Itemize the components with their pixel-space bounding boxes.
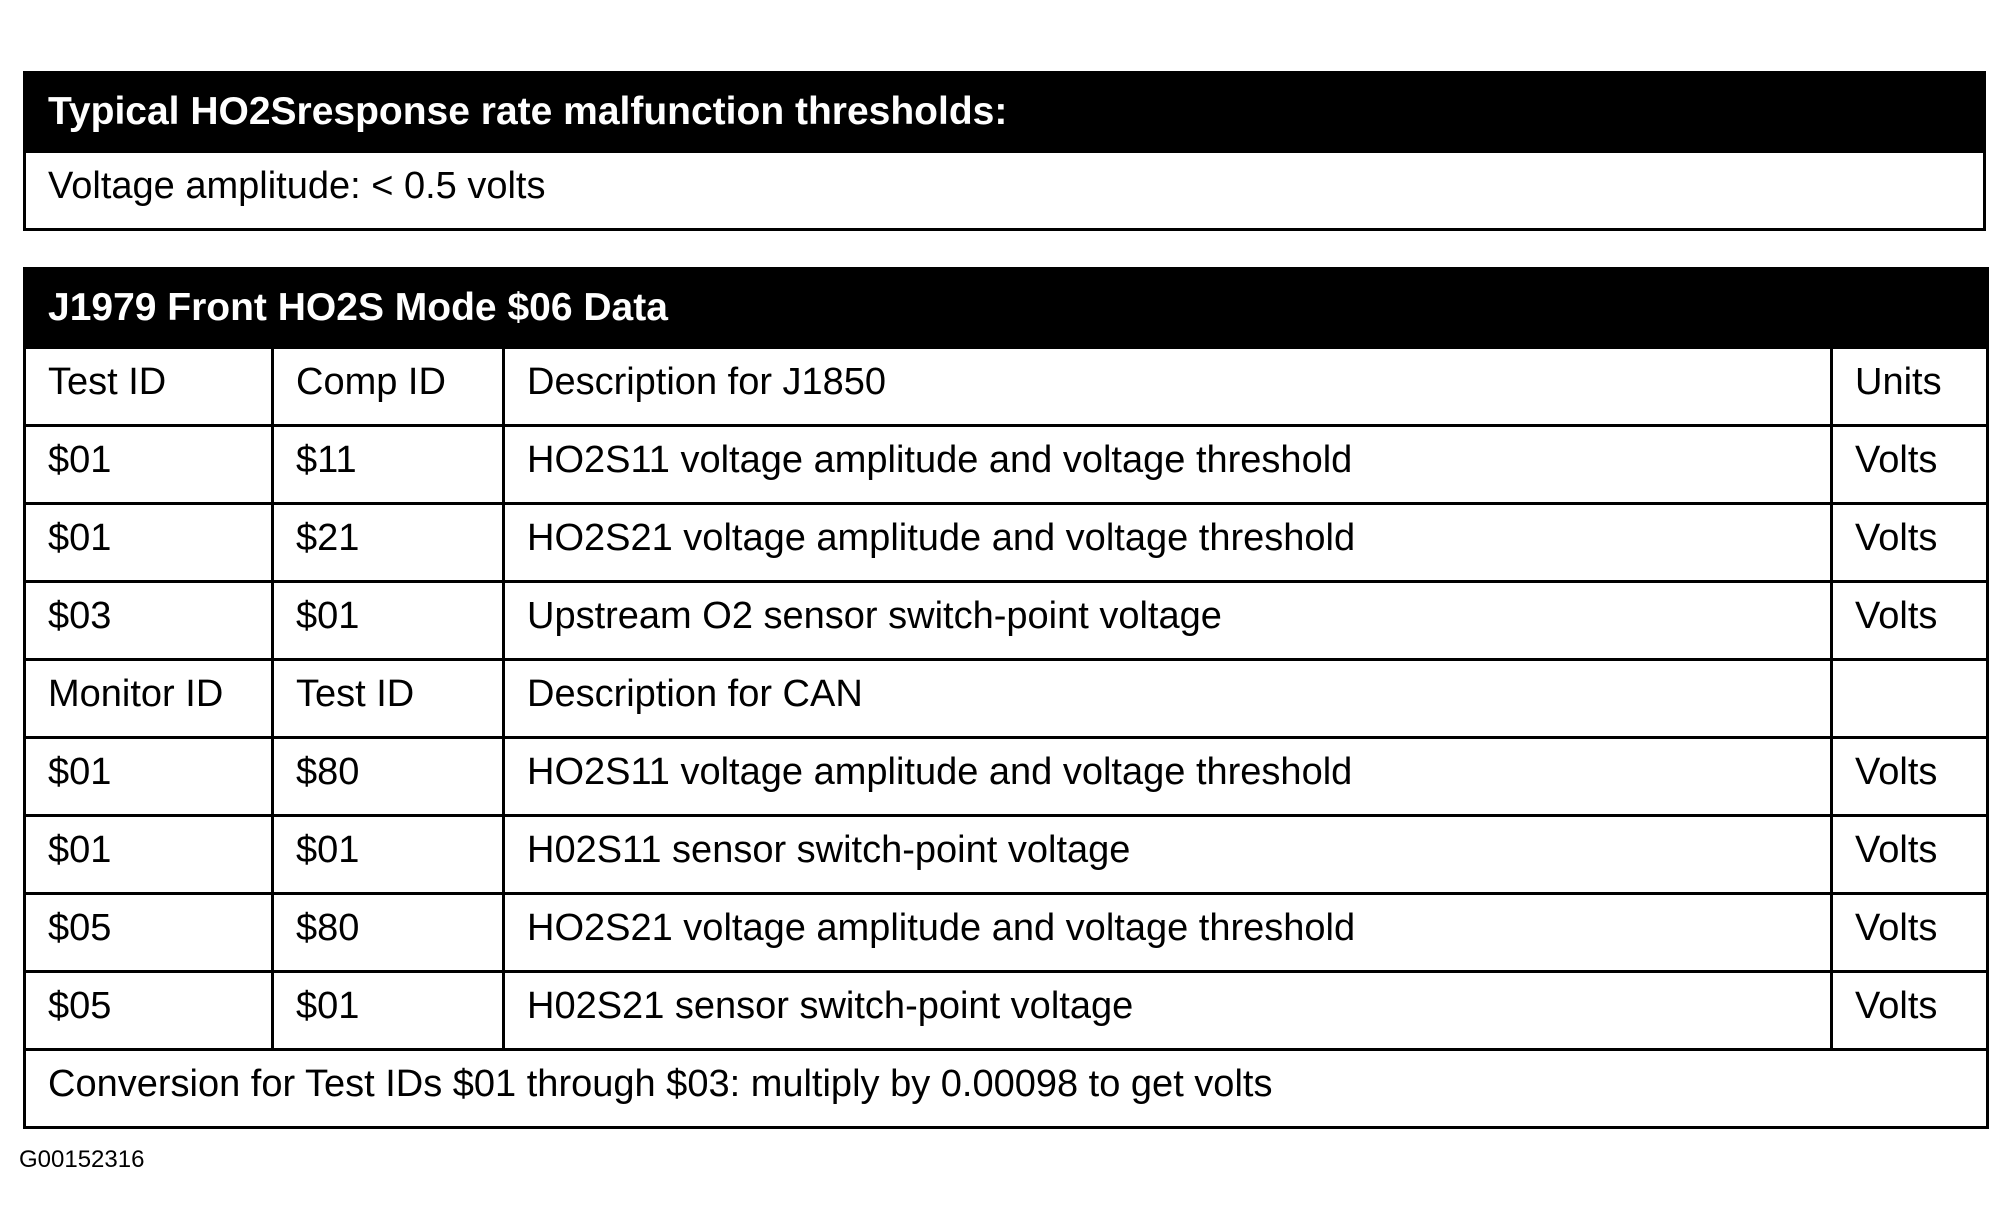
table-cell: HO2S11 voltage amplitude and voltage thr… [502,736,1833,817]
table-title: J1979 Front HO2S Mode $06 Data [22,267,1990,349]
table-cell: Volts [1829,892,1990,973]
table-cell: Units [1829,346,1990,427]
mode06-table: J1979 Front HO2S Mode $06 Data Test ID Co… [22,267,1990,1129]
table-cell: Comp ID [271,346,505,427]
table-cell: $01 [23,736,274,817]
table-row: Conversion for Test IDs $01 through $03:… [22,1048,1990,1129]
table-cell: Upstream O2 sensor switch-point voltage [502,580,1833,661]
table-cell: $05 [23,892,274,973]
table-row: Test ID Comp ID Description for J1850 Units [23,346,1990,427]
table-cell: Volts [1829,580,1990,661]
table-row: $01 $01 H02S11 sensor switch-point voltage… [23,814,1990,895]
table-cell [1829,658,1990,739]
table-footer: Conversion for Test IDs $01 through $03:… [22,1048,1990,1129]
table-cell: HO2S11 voltage amplitude and voltage thr… [502,424,1833,505]
table-cell: $01 [23,814,274,895]
table-cell: $01 [271,580,505,661]
table-cell: $05 [23,970,274,1051]
table-row: $05 $01 H02S21 sensor switch-point voltage… [23,970,1990,1051]
table-cell: $80 [271,736,505,817]
threshold-box: Typical HO2Sresponse rate malfunction th… [23,71,1986,231]
table-row: $01 $11 HO2S11 voltage amplitude and volta… [23,424,1990,505]
table-cell: Volts [1829,502,1990,583]
table-cell: $11 [271,424,505,505]
table-cell: Volts [1829,424,1990,505]
table-cell: $01 [23,502,274,583]
table-cell: $80 [271,892,505,973]
table-cell: Volts [1829,736,1990,817]
table-cell: H02S11 sensor switch-point voltage [502,814,1833,895]
box-title: Typical HO2Sresponse rate malfunction th… [23,71,1986,153]
table-cell: Monitor ID [23,658,274,739]
table-cell: $21 [271,502,505,583]
table-cell: Test ID [271,658,505,739]
figure-id: G00152316 [19,1146,145,1173]
table-cell: Volts [1829,970,1990,1051]
table-row: $05 $80 HO2S21 voltage amplitude and volta… [23,892,1990,973]
table-row: $01 $21 HO2S21 voltage amplitude and volta… [23,502,1990,583]
table-cell: Test ID [23,346,274,427]
table-cell: HO2S21 voltage amplitude and voltage thr… [502,502,1833,583]
table-cell: $03 [23,580,274,661]
box-text: Voltage amplitude: < 0.5 volts [23,150,1986,231]
table-cell: Description for J1850 [502,346,1833,427]
table-row: $03 $01 Upstream O2 sensor switch-point vo… [23,580,1990,661]
table-cell: HO2S21 voltage amplitude and voltage thr… [502,892,1833,973]
table-cell: Description for CAN [502,658,1833,739]
table-cell: $01 [23,424,274,505]
table-cell: $01 [271,814,505,895]
table-row: Monitor ID Test ID Description for CAN [23,658,1990,739]
table-row: $01 $80 HO2S11 voltage amplitude and volta… [23,736,1990,817]
table-cell: H02S21 sensor switch-point voltage [502,970,1833,1051]
table-cell: Volts [1829,814,1990,895]
table-cell: $01 [271,970,505,1051]
